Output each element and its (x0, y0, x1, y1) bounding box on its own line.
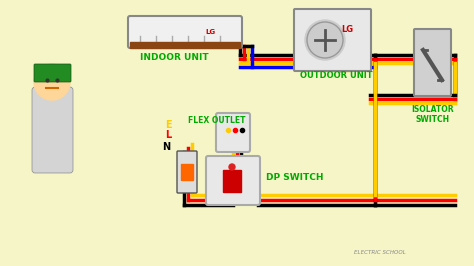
Text: FLEX OUTLET: FLEX OUTLET (188, 116, 246, 125)
Bar (181, 164, 193, 180)
FancyBboxPatch shape (34, 64, 71, 82)
FancyBboxPatch shape (216, 113, 250, 152)
Text: ISOLATOR
SWITCH: ISOLATOR SWITCH (412, 105, 454, 124)
Text: DP SWITCH: DP SWITCH (266, 173, 323, 182)
Circle shape (34, 64, 70, 100)
FancyBboxPatch shape (128, 16, 242, 48)
Text: LG: LG (341, 26, 353, 35)
Circle shape (305, 20, 345, 60)
Text: L: L (165, 130, 171, 140)
Text: E: E (165, 120, 172, 130)
Circle shape (229, 164, 235, 170)
Bar (130, 42, 240, 48)
FancyBboxPatch shape (294, 9, 371, 71)
FancyBboxPatch shape (206, 156, 260, 205)
Text: LG: LG (205, 29, 215, 35)
Text: N: N (162, 142, 170, 152)
Text: INDOOR UNIT: INDOOR UNIT (140, 53, 209, 62)
FancyBboxPatch shape (177, 151, 197, 193)
FancyBboxPatch shape (32, 87, 73, 173)
FancyBboxPatch shape (414, 29, 451, 96)
Bar (223, 170, 241, 192)
Text: OUTDOOR UNIT: OUTDOOR UNIT (300, 71, 373, 80)
Text: ELECTRIC SCHOOL: ELECTRIC SCHOOL (354, 250, 406, 255)
